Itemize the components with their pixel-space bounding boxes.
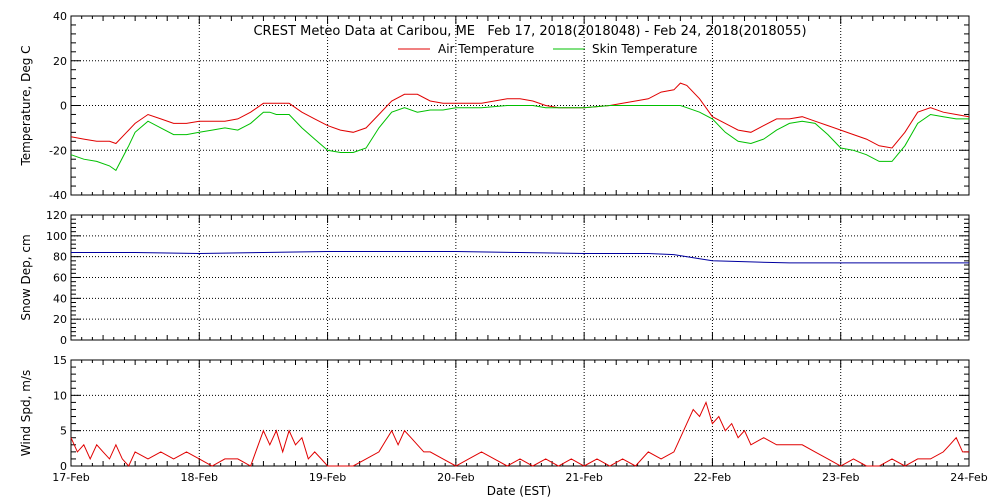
x-tick-label: 20-Feb <box>437 471 474 484</box>
y-tick-label: 10 <box>53 389 67 402</box>
y-tick-label: 0 <box>60 334 67 347</box>
y-tick-label: 20 <box>53 55 67 68</box>
y-tick-label: 15 <box>53 354 67 367</box>
y-tick-label: 60 <box>53 272 67 285</box>
y-axis-title: Temperature, Deg C <box>19 45 33 166</box>
y-tick-label: 5 <box>60 425 67 438</box>
plot-frame <box>70 359 970 467</box>
y-tick-label: 120 <box>46 209 67 222</box>
y-tick-label: 40 <box>53 292 67 305</box>
y-tick-label: 40 <box>53 10 67 23</box>
chart-title: CREST Meteo Data at Caribou, ME Feb 17, … <box>253 24 806 39</box>
y-tick-label: 0 <box>60 460 67 473</box>
x-tick-label: 23-Feb <box>822 471 859 484</box>
x-axis-title: Date (EST) <box>487 484 551 498</box>
series-line-0-0 <box>70 82 970 149</box>
x-tick-label: 24-Feb <box>950 471 987 484</box>
y-tick-label: -40 <box>49 189 67 202</box>
x-tick-label: 18-Feb <box>181 471 218 484</box>
series-line-0-1 <box>70 105 969 172</box>
panel-2: 0 5 10 15 Wind Spd, m/s <box>19 354 970 473</box>
x-tick-label: 19-Feb <box>309 471 346 484</box>
legend-skin-label: Skin Temperature <box>592 42 697 56</box>
series-line-1-0 <box>71 251 969 264</box>
panel-0: -40 -20 0 20 40 Temperature, Deg C <box>19 10 970 202</box>
y-axis-title: Snow Dep, cm <box>19 234 33 320</box>
legend-air-label: Air Temperature <box>438 42 534 56</box>
plot-frame <box>70 214 970 341</box>
panel-1: 0 20 40 60 80 100 120 Snow Dep, cm <box>19 209 970 347</box>
x-tick-label: 17-Feb <box>52 471 89 484</box>
y-tick-label: 0 <box>60 100 67 113</box>
y-tick-label: -20 <box>49 144 67 157</box>
y-tick-label: 20 <box>53 313 67 326</box>
y-axis-title: Wind Spd, m/s <box>19 370 33 456</box>
legend: Air Temperature Skin Temperature <box>398 42 697 56</box>
series-line-2-0 <box>70 400 969 467</box>
x-tick-label: 22-Feb <box>694 471 731 484</box>
y-tick-label: 80 <box>53 251 67 264</box>
x-tick-label: 21-Feb <box>565 471 602 484</box>
y-tick-label: 100 <box>46 230 67 243</box>
